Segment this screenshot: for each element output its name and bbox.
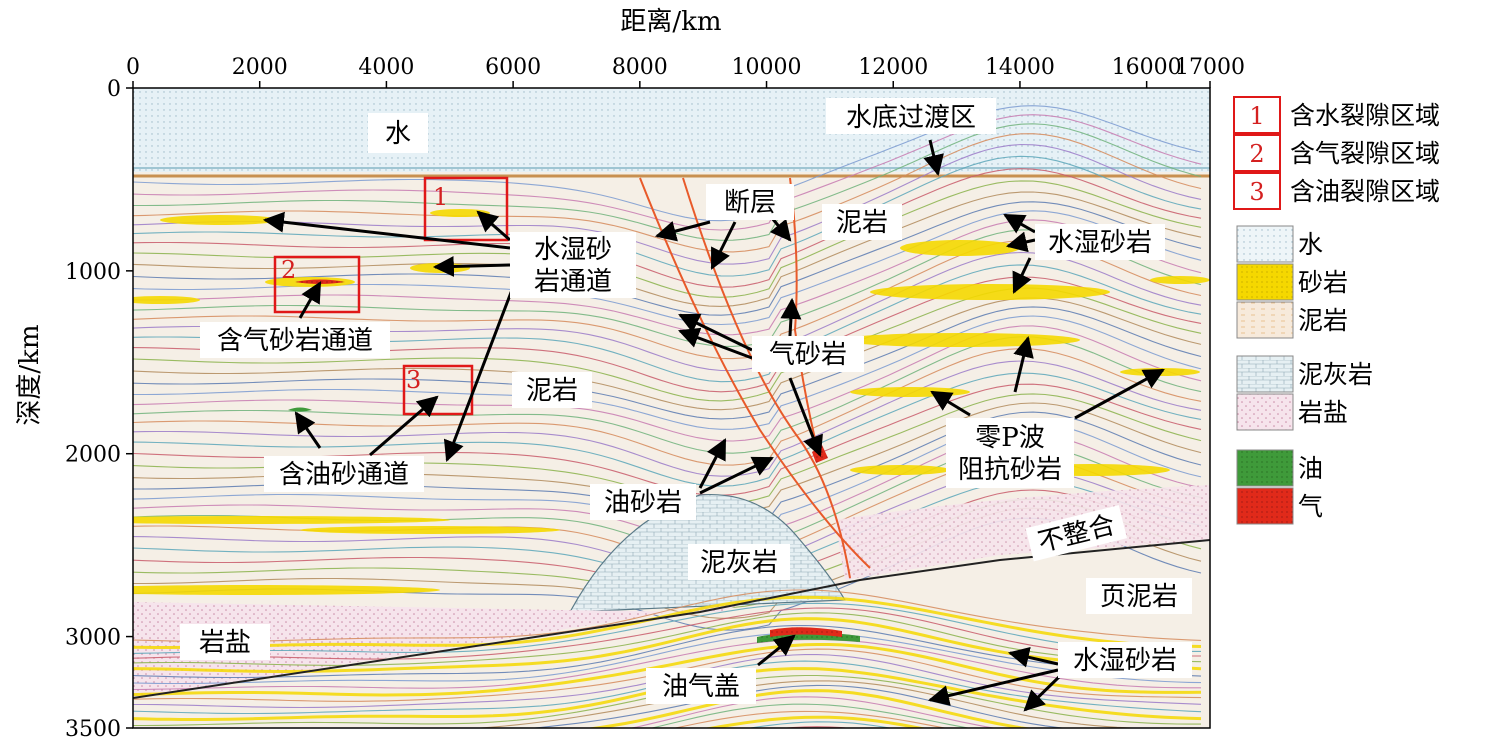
- svg-text:含气裂隙区域: 含气裂隙区域: [1290, 139, 1440, 168]
- region-box-2: 2: [273, 255, 361, 314]
- legend-item-water: 水: [1236, 225, 1323, 263]
- label-water-wet-sand-channel-l1: 水湿砂: [534, 235, 612, 265]
- svg-text:水: 水: [1298, 230, 1323, 259]
- label-zero-p-l1: 零P波: [975, 423, 1045, 453]
- lithology-legend: 水 砂岩 泥岩 泥灰岩 岩盐 油 气: [1236, 225, 1373, 525]
- svg-text:泥岩: 泥岩: [1298, 306, 1348, 335]
- y-tick-label: 2000: [65, 443, 121, 468]
- svg-text:1: 1: [433, 183, 448, 211]
- label-water-wet-sandstone-upper: 水湿砂岩: [1048, 228, 1152, 258]
- y-axis: 0 1000 2000 3000 3500: [65, 77, 133, 742]
- svg-text:岩盐: 岩盐: [1298, 398, 1348, 427]
- label-water: 水: [385, 119, 411, 149]
- svg-text:2: 2: [281, 256, 296, 284]
- label-marl: 泥灰岩: [700, 548, 778, 578]
- x-tick-label: 12000: [858, 55, 928, 80]
- label-mudstone-upper: 泥岩: [836, 208, 888, 238]
- label-water-wet-sandstone-lower: 水湿砂岩: [1073, 646, 1177, 676]
- oil-lens: [288, 407, 312, 412]
- svg-text:含水裂隙区域: 含水裂隙区域: [1290, 101, 1440, 130]
- x-tick-label: 16000: [1112, 55, 1182, 80]
- svg-text:3: 3: [1249, 178, 1264, 206]
- label-zero-p-l2: 阻抗砂岩: [958, 455, 1062, 485]
- x-tick-label: 14000: [985, 55, 1055, 80]
- region-legend: 1 含水裂隙区域 2 含气裂隙区域 3 含油裂隙区域: [1233, 96, 1440, 210]
- svg-text:泥灰岩: 泥灰岩: [1298, 360, 1373, 389]
- label-gas-sandstone: 气砂岩: [769, 340, 847, 370]
- y-tick-label: 3000: [65, 626, 121, 651]
- svg-text:砂岩: 砂岩: [1298, 268, 1348, 297]
- region-box-1: 1: [423, 176, 509, 242]
- legend-item-marl: 泥灰岩: [1236, 355, 1373, 393]
- plot-frame: [132, 87, 1211, 729]
- x-tick-label: 4000: [358, 55, 414, 80]
- x-tick-label: 2000: [232, 55, 288, 80]
- fault-line-3: [789, 177, 821, 461]
- unconformity-line: [133, 539, 1210, 699]
- label-oil-gas-cap: 油气盖: [662, 672, 740, 702]
- region-legend-item-1: 1 含水裂隙区域: [1233, 96, 1440, 134]
- label-water-wet-sand-channel-l2: 岩通道: [534, 267, 612, 297]
- fault-line-1: [639, 177, 871, 569]
- legend-item-mudstone: 泥岩: [1236, 301, 1348, 339]
- legend-item-salt: 岩盐: [1236, 393, 1348, 431]
- legend-item-sandstone: 砂岩: [1236, 263, 1348, 301]
- annotation-labels: 水 水底过渡区 断层 泥岩 水湿砂 岩通道 水湿砂岩 含气砂岩通道 气砂岩 泥岩…: [180, 98, 1192, 704]
- y-axis-title: 深度/km: [15, 324, 45, 425]
- y-tick-label: 3500: [65, 717, 121, 742]
- svg-text:3: 3: [406, 366, 421, 394]
- label-water-bottom-transition: 水底过渡区: [846, 103, 976, 133]
- label-oil-sand-channel: 含油砂通道: [279, 460, 409, 490]
- label-shale: 页泥岩: [1100, 582, 1178, 612]
- svg-text:1: 1: [1249, 102, 1264, 130]
- svg-text:含油裂隙区域: 含油裂隙区域: [1290, 177, 1440, 206]
- x-axis-title: 距离/km: [620, 7, 721, 37]
- x-tick-label: 17000: [1175, 55, 1245, 80]
- x-tick-label: 8000: [612, 55, 668, 80]
- svg-text:2: 2: [1249, 140, 1264, 168]
- x-tick-label: 10000: [732, 55, 802, 80]
- region-legend-item-3: 3 含油裂隙区域: [1233, 172, 1440, 210]
- y-tick-label: 1000: [65, 260, 121, 285]
- gas-cap: [770, 627, 842, 637]
- label-gas-sand-channel: 含气砂岩通道: [217, 326, 373, 356]
- annotation-arrows: [262, 139, 1165, 712]
- x-axis: 0 2000 4000 6000 8000 10000 12000 14000 16000170…: [126, 55, 1245, 88]
- svg-text:油: 油: [1298, 454, 1323, 483]
- svg-text:气: 气: [1298, 492, 1323, 521]
- salt-body: [133, 598, 760, 698]
- label-mudstone-middle: 泥岩: [526, 376, 578, 406]
- region-legend-item-2: 2 含气裂隙区域: [1233, 134, 1440, 172]
- legend-item-oil: 油: [1236, 449, 1323, 487]
- label-fault: 断层: [724, 188, 776, 218]
- y-tick-label: 0: [107, 77, 121, 102]
- legend-item-gas: 气: [1236, 487, 1323, 525]
- label-salt: 岩盐: [199, 628, 251, 658]
- x-tick-label: 6000: [485, 55, 541, 80]
- x-tick-label: 0: [126, 55, 140, 80]
- label-oil-sandstone: 油砂岩: [604, 488, 682, 518]
